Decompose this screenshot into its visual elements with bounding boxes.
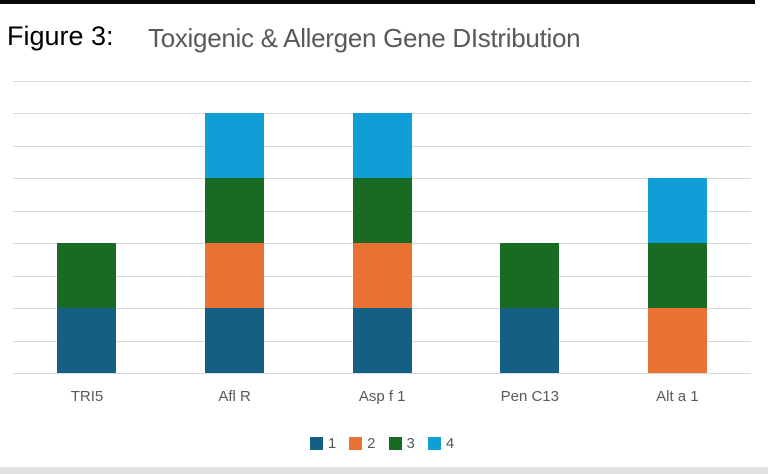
bottom-border-bar — [0, 467, 768, 474]
legend-item-2: 2 — [349, 435, 376, 452]
legend-swatch-icon — [388, 437, 402, 450]
legend-item-1: 1 — [309, 435, 337, 452]
bar-segment-asp-f-1-series-4 — [352, 113, 412, 179]
bar-segment-afl-r-series-2 — [204, 243, 264, 309]
legend-item-3: 3 — [388, 435, 415, 452]
bar-segment-alt-a-1-series-2 — [647, 308, 707, 373]
bar-segment-asp-f-1-series-2 — [352, 243, 412, 309]
x-axis-labels: TRI5 Afl R Asp f 1 Pen C13 Alt a 1 — [13, 388, 751, 408]
legend-swatch-icon — [427, 437, 441, 450]
x-axis-label: Pen C13 — [500, 388, 559, 405]
bar-segment-alt-a-1-series-3 — [647, 243, 707, 309]
bar-segment-tri5-series-1 — [57, 308, 117, 373]
legend-label: 4 — [445, 435, 455, 452]
gridline — [13, 81, 751, 82]
bar-segment-afl-r-series-1 — [204, 308, 264, 373]
top-border-bar — [0, 0, 755, 4]
gridline — [13, 373, 751, 374]
bar-segment-asp-f-1-series-1 — [352, 308, 412, 373]
bar-segment-pen-c13-series-1 — [500, 308, 560, 373]
x-axis-label: TRI5 — [70, 388, 104, 405]
bar-segment-afl-r-series-3 — [204, 178, 264, 244]
bar-segment-asp-f-1-series-3 — [352, 178, 412, 244]
legend-swatch-icon — [349, 437, 363, 450]
legend-swatch-icon — [309, 437, 323, 450]
chart-title: Toxigenic & Allergen Gene DIstribution — [148, 23, 581, 53]
x-axis-label: Afl R — [218, 388, 251, 405]
bar-segment-tri5-series-3 — [57, 243, 117, 309]
x-axis-label: Alt a 1 — [656, 388, 699, 405]
legend-label: 1 — [327, 435, 337, 452]
legend-label: 2 — [367, 435, 376, 452]
bar-segment-alt-a-1-series-4 — [647, 178, 707, 244]
legend: 1 2 3 4 — [13, 435, 751, 452]
plot-area — [13, 81, 751, 374]
bar-segment-afl-r-series-4 — [204, 113, 264, 179]
legend-item-4: 4 — [427, 435, 455, 452]
x-axis-label: Asp f 1 — [358, 388, 406, 405]
figure-label: Figure 3: — [7, 21, 114, 51]
legend-label: 3 — [406, 435, 415, 452]
bar-segment-pen-c13-series-3 — [500, 243, 560, 309]
